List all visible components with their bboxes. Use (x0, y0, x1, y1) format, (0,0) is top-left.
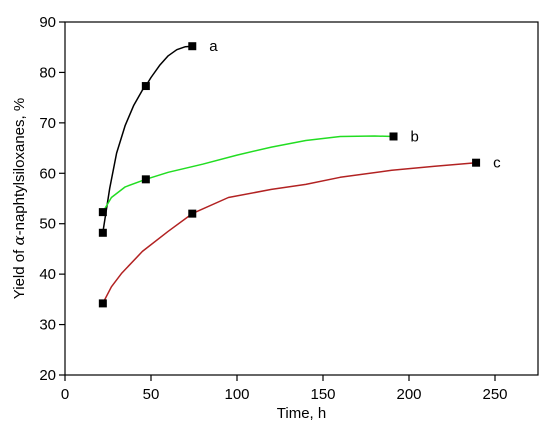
plot-area: a b c (98, 38, 501, 308)
y-tick-label: 50 (39, 216, 56, 233)
data-point-b (98, 208, 107, 217)
series-line-a (102, 45, 193, 233)
data-point-a (141, 82, 150, 91)
data-point-c (188, 209, 197, 218)
data-point-a (98, 228, 107, 237)
x-tick-label: 200 (396, 386, 421, 403)
curve-label-b: b (411, 128, 419, 145)
y-tick-label: 20 (39, 367, 56, 384)
y-tick-label: 90 (39, 14, 56, 31)
x-tick-label: 250 (482, 386, 507, 403)
x-tick-label: 0 (61, 386, 69, 403)
x-tick-label: 150 (310, 386, 335, 403)
y-tick-label: 40 (39, 266, 56, 283)
data-point-b (389, 132, 398, 141)
axes: 0 50 100 150 200 250 20 30 40 50 60 70 80 90 (39, 14, 539, 403)
data-point-b (141, 175, 150, 184)
data-point-a (188, 42, 197, 51)
curve-label-a: a (209, 38, 218, 55)
y-tick-label: 80 (39, 64, 56, 81)
series-line-b (102, 135, 394, 213)
curve-label-c: c (493, 155, 501, 172)
x-tick-label: 50 (143, 386, 160, 403)
y-axis-title-prefix: Yield of (11, 246, 28, 300)
y-axis-title: Yield of α-naphtylsiloxanes, % (10, 98, 28, 299)
data-point-c (98, 299, 107, 308)
x-axis-title: Time, h (277, 405, 326, 422)
y-axis-title-alpha: α (10, 235, 28, 245)
y-tick-label: 60 (39, 165, 56, 182)
series-line-c (102, 161, 477, 304)
data-point-c (472, 158, 481, 167)
y-axis-title-suffix: -naphtylsiloxanes, % (11, 98, 28, 236)
y-tick-label: 70 (39, 115, 56, 132)
y-tick-label: 30 (39, 317, 56, 334)
plot-frame (64, 21, 539, 376)
x-tick-label: 100 (224, 386, 249, 403)
